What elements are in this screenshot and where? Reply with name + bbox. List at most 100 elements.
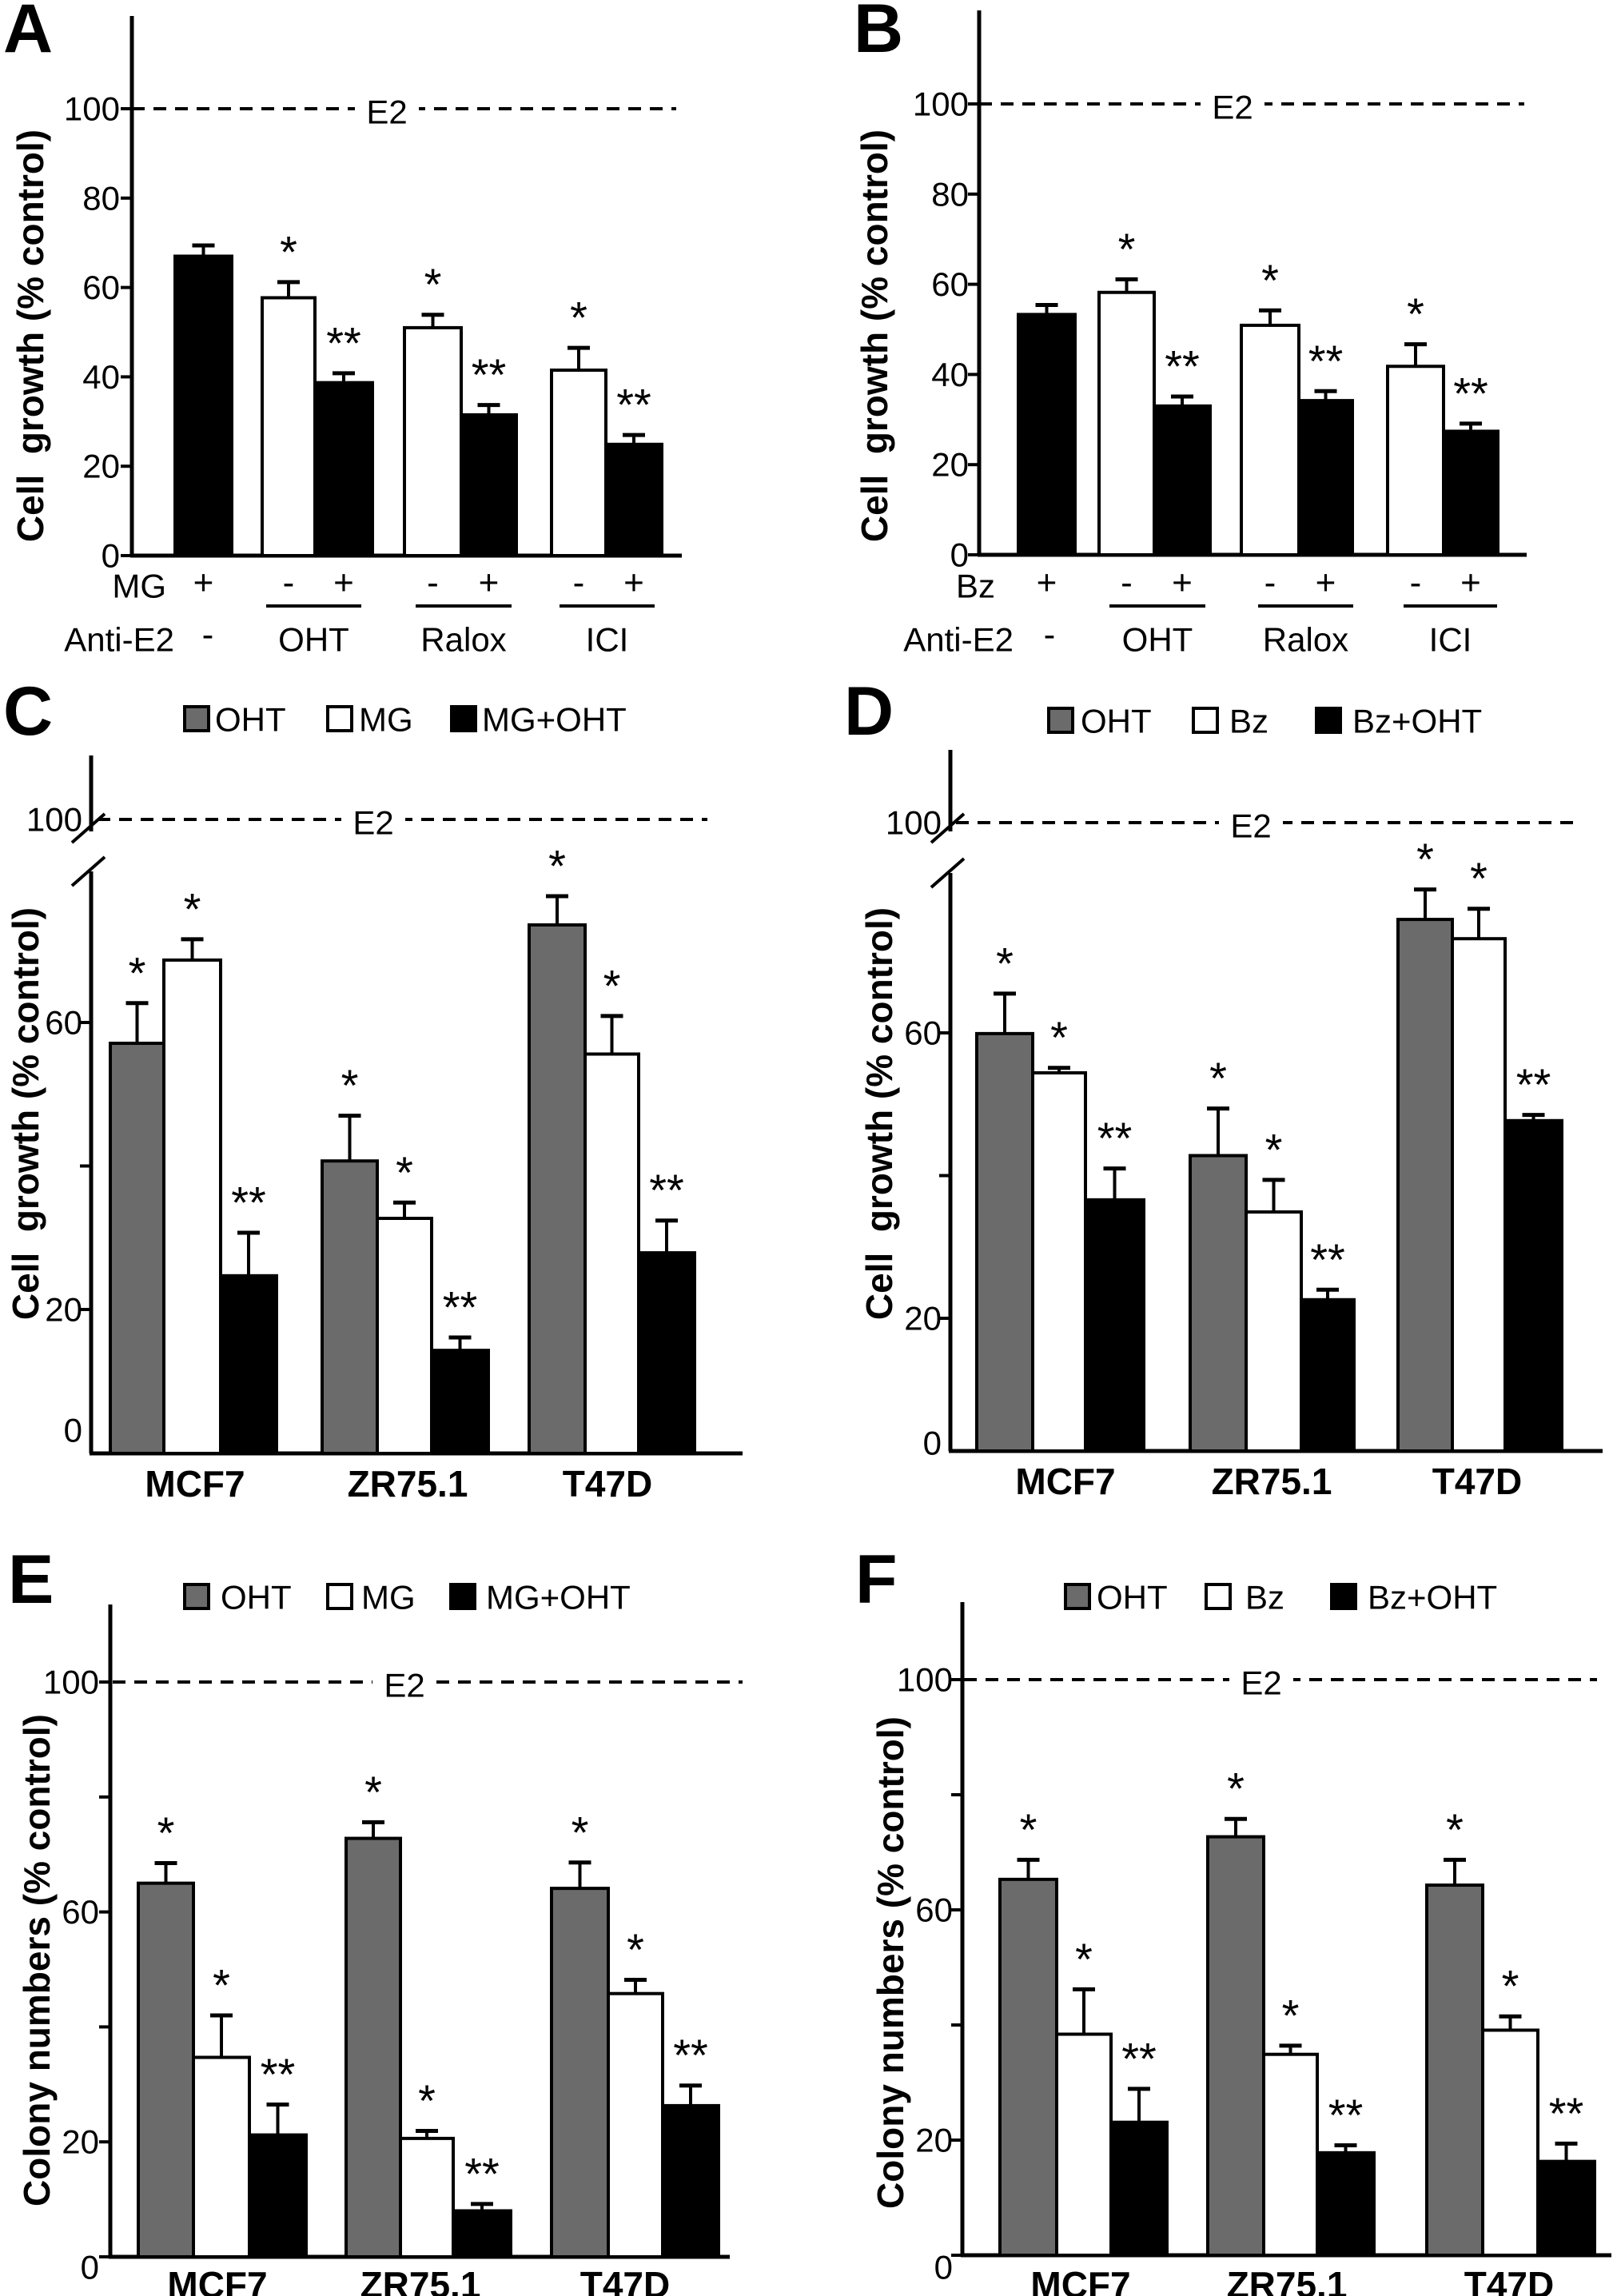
bar <box>975 1031 1034 1453</box>
bar <box>321 1159 379 1456</box>
y-tick-label: 20 <box>45 1291 82 1329</box>
treatment-sign: + <box>1460 564 1481 603</box>
y-axis-title: Cell growth (% control) <box>5 907 46 1320</box>
significance-marker: * <box>1118 224 1136 274</box>
y-tick-label: 60 <box>62 1893 99 1931</box>
y-tick-label: 60 <box>82 269 120 306</box>
y-tick-label: 60 <box>904 1014 942 1052</box>
significance-marker: * <box>1075 1934 1093 1984</box>
bar <box>1153 404 1212 556</box>
bar <box>1386 365 1445 556</box>
category-label: ZR75.1 <box>348 1463 468 1505</box>
y-tick-label: 100 <box>64 90 120 128</box>
e2-label-background <box>355 91 419 126</box>
significance-marker: * <box>341 1060 359 1110</box>
bar <box>452 2209 512 2258</box>
legend-swatch <box>449 1583 476 1610</box>
significance-marker: * <box>1227 1764 1245 1814</box>
legend-label: MG <box>359 701 413 739</box>
significance-marker: ** <box>649 1165 684 1215</box>
e2-label: E2 <box>352 804 393 842</box>
y-tick-label: 40 <box>931 356 969 393</box>
legend-swatch <box>183 1583 210 1610</box>
group-label: OHT <box>278 621 349 659</box>
significance-marker: * <box>1050 1012 1068 1062</box>
significance-marker: ** <box>1328 2090 1364 2140</box>
treatment-sign: - <box>283 564 295 603</box>
bar <box>460 413 518 557</box>
legend-label: OHT <box>215 701 286 739</box>
bar <box>607 1991 664 2258</box>
significance-marker: * <box>1407 289 1424 339</box>
bar <box>192 2055 251 2259</box>
significance-marker: * <box>548 841 566 891</box>
e2-label: E2 <box>1212 89 1253 126</box>
legend-swatch <box>450 705 477 732</box>
significance-marker: * <box>213 1960 230 2011</box>
bar <box>604 442 663 558</box>
category-label: T47D <box>563 1463 652 1505</box>
treatment-row-label: Bz <box>956 568 995 605</box>
e2-label: E2 <box>1230 807 1271 845</box>
y-tick-label: 60 <box>931 265 969 303</box>
legend-label: Bz+OHT <box>1352 703 1482 740</box>
significance-marker: * <box>1416 834 1434 884</box>
axis-break-mark <box>930 857 966 889</box>
significance-marker: * <box>184 883 201 934</box>
bar <box>1396 918 1454 1453</box>
y-tick-label: 20 <box>931 446 969 484</box>
panel-label: C <box>3 673 53 750</box>
category-label: MCF7 <box>1015 1461 1115 1502</box>
legend-label: Bz+OHT <box>1368 1579 1497 1616</box>
bar <box>550 1887 610 2259</box>
legend-label: MG+OHT <box>482 701 627 739</box>
significance-marker: ** <box>261 2049 296 2099</box>
significance-marker: ** <box>443 1282 478 1333</box>
significance-marker: ** <box>673 2030 708 2080</box>
category-label: T47D <box>1432 1461 1522 1502</box>
bar <box>1055 2032 1113 2258</box>
group-label: Ralox <box>420 621 506 659</box>
significance-marker: * <box>1502 1961 1519 2011</box>
bar <box>1189 1154 1248 1453</box>
significance-marker: * <box>396 1147 413 1198</box>
bar <box>1262 2052 1319 2257</box>
treatment-sign: + <box>1316 564 1336 603</box>
legend-swatch <box>326 705 353 732</box>
treatment-sign: - <box>1265 564 1276 603</box>
category-label: MCF7 <box>1030 2264 1130 2296</box>
treatment-sign: - <box>202 616 214 655</box>
legend-label: MG+OHT <box>486 1579 631 1616</box>
y-tick-label: 100 <box>913 86 969 123</box>
significance-marker: ** <box>1516 1059 1551 1110</box>
significance-marker: * <box>570 293 587 343</box>
significance-marker: * <box>418 2075 436 2126</box>
y-tick-label: 0 <box>102 537 120 575</box>
bar <box>1297 399 1354 556</box>
legend-label: Bz <box>1229 703 1268 740</box>
bar <box>1017 313 1077 556</box>
category-label: ZR75.1 <box>1227 2264 1348 2296</box>
significance-marker: * <box>364 1767 382 1817</box>
category-label: MCF7 <box>167 2264 267 2296</box>
category-label: ZR75.1 <box>1212 1461 1332 1502</box>
bar <box>1536 2159 1596 2257</box>
bar <box>261 296 317 557</box>
treatment-sign: - <box>427 564 439 603</box>
legend-swatch <box>183 705 210 732</box>
panel-label: D <box>844 673 894 750</box>
e2-label-background <box>1229 1662 1293 1697</box>
legend-label: OHT <box>1097 1579 1168 1616</box>
treatment-sign: - <box>1121 564 1133 603</box>
group-label: Ralox <box>1263 621 1348 659</box>
bar <box>1451 937 1507 1453</box>
y-tick-label: 0 <box>923 1425 942 1462</box>
bar <box>1503 1118 1563 1453</box>
legend-swatch <box>1315 707 1342 734</box>
bar <box>376 1217 433 1455</box>
e2-label-background <box>341 802 405 837</box>
bar <box>399 2136 455 2258</box>
significance-marker: ** <box>1121 2033 1157 2083</box>
